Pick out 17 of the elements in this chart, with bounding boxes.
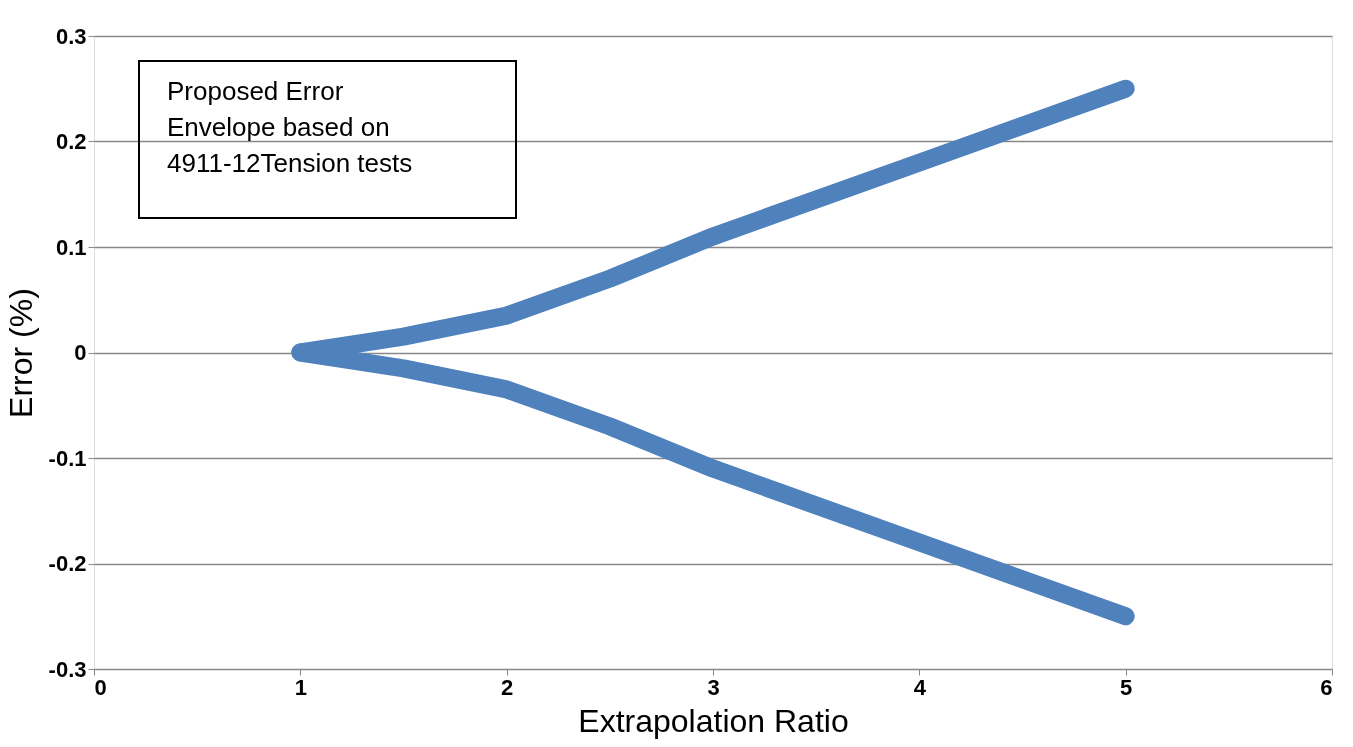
x-axis-title: Extrapolation Ratio	[578, 702, 849, 739]
x-tick-label: 2	[501, 674, 514, 700]
y-tick-label: 0.3	[55, 23, 87, 49]
y-axis-title: Error (%)	[2, 288, 39, 418]
x-tick-label: 6	[1320, 674, 1333, 700]
y-tick-label: 0	[74, 340, 87, 365]
y-tick-label: -0.2	[48, 551, 87, 576]
y-tick-label: 0.1	[55, 234, 87, 260]
x-tick-label: 0	[94, 674, 107, 700]
y-tick-label: 0.2	[55, 129, 87, 154]
annotation: Proposed Error Envelope based on 4911-12Tension tests	[167, 76, 413, 178]
x-tick-label: 3	[707, 674, 720, 700]
y-tick-label: -0.3	[48, 656, 87, 682]
x-tick-label: 5	[1120, 674, 1133, 700]
y-tick-label: -0.1	[48, 445, 87, 471]
x-tick-label: 1	[294, 674, 307, 700]
x-tick-label: 4	[913, 674, 927, 700]
